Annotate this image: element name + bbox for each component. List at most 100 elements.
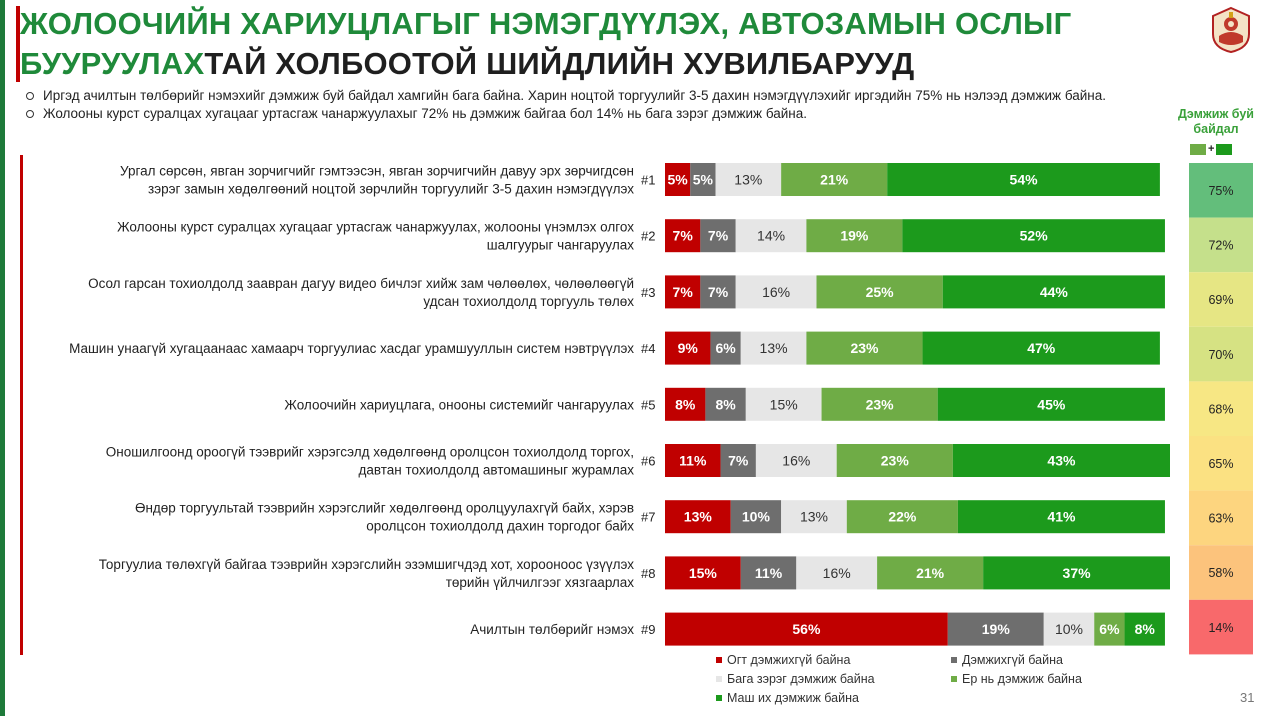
bar-segment <box>705 387 746 421</box>
bar-segment <box>700 275 736 309</box>
row-id-label: #5 <box>641 397 655 412</box>
data-label: 14% <box>757 228 785 244</box>
data-label: 21% <box>916 565 945 581</box>
legend-item: Бага зэрэг дэмжиж байна <box>716 672 875 686</box>
data-label: 7% <box>728 453 749 469</box>
bar-segment <box>781 500 847 534</box>
data-label: 15% <box>770 396 798 412</box>
bar-segment <box>983 556 1170 590</box>
data-label: 8% <box>1135 621 1156 637</box>
data-label: 6% <box>1099 621 1120 637</box>
support-level-value: 69% <box>1208 293 1233 307</box>
summary-bullet-1: Иргэд ачилтын төлбөрийг нэмэхийг дэмжиж … <box>26 87 1106 105</box>
data-label: 21% <box>820 172 849 188</box>
data-label: 25% <box>866 284 895 300</box>
data-label: 45% <box>1037 396 1066 412</box>
bar-segment <box>755 444 837 477</box>
legend-label: Маш их дэмжиж байна <box>727 691 859 705</box>
title-line-2-green: БУУРУУЛАХ <box>20 46 205 81</box>
bar-segment <box>821 387 938 421</box>
bar-segment <box>735 275 817 309</box>
support-level-cell <box>1189 599 1253 655</box>
legend-label: Бага зэрэг дэмжиж байна <box>727 672 875 686</box>
data-label: 23% <box>850 340 879 356</box>
category-label: Ургал сөрсөн, явган зорчигчийг гэмтээсэн… <box>120 164 634 197</box>
page-number: 31 <box>1240 690 1255 705</box>
row-id-label: #9 <box>641 622 655 637</box>
title-accent-rule <box>16 6 20 82</box>
data-label: 23% <box>881 453 910 469</box>
category-label: Жолоочийн хариуцлага, онооны системийг ч… <box>284 397 634 412</box>
support-level-cell <box>1189 436 1253 491</box>
support-level-header: Дэмжиж буй байдал <box>1178 107 1254 136</box>
strongly-supportive-swatch-icon <box>1216 143 1233 155</box>
legend-swatch-icon <box>951 657 957 663</box>
bar-segment <box>715 163 782 196</box>
bullet-circle-icon <box>26 92 34 100</box>
data-label: 54% <box>1010 172 1039 188</box>
bar-segment <box>665 163 691 196</box>
bar-segment <box>665 387 706 421</box>
bar-segment <box>1094 612 1125 646</box>
data-label: 22% <box>888 509 917 525</box>
legend-item: Маш их дэмжиж байна <box>716 691 859 705</box>
support-level-cell <box>1189 217 1253 273</box>
legend-swatch-icon <box>716 676 722 682</box>
bar-segment <box>836 444 953 477</box>
title-line-1: ЖОЛООЧИЙН ХАРИУЦЛАГЫГ НЭМЭГДҮҮЛЭХ, АВТОЗ… <box>20 6 1072 41</box>
data-label: 7% <box>708 228 729 244</box>
page-title: ЖОЛООЧИЙН ХАРИУЦЛАГЫГ НЭМЭГДҮҮЛЭХ, АВТОЗ… <box>20 4 1170 84</box>
bar-segment <box>740 331 807 365</box>
bar-segment <box>806 331 923 365</box>
legend-label: Дэмжихгүй байна <box>962 653 1063 667</box>
bar-segment <box>665 219 701 253</box>
bar-segment <box>665 612 948 646</box>
legend-swatch-icon <box>716 695 722 701</box>
bar-segment <box>781 163 888 196</box>
row-id-label: #6 <box>641 454 655 469</box>
title-line-2-dark: ТАЙ ХОЛБООТОЙ ШИЙДЛИЙН ХУВИЛБАРУУД <box>204 46 915 81</box>
bar-segment <box>665 331 711 365</box>
bar-segment <box>922 331 1160 365</box>
bullet-circle-icon <box>26 110 34 118</box>
data-label: 37% <box>1063 565 1092 581</box>
row-id-label: #8 <box>641 566 655 581</box>
bar-segment <box>937 387 1165 421</box>
data-label: 13% <box>734 172 762 188</box>
data-label: 13% <box>760 340 788 356</box>
bar-segment <box>720 444 756 477</box>
category-label: Жолооны курст суралцах хугацааг уртасгаж… <box>117 220 634 253</box>
bar-segment <box>952 444 1170 477</box>
plus-sign: + <box>1208 143 1215 155</box>
bar-segment <box>887 163 1160 196</box>
bar-segment <box>700 219 736 253</box>
support-level-value: 63% <box>1208 512 1233 526</box>
data-label: 19% <box>982 621 1011 637</box>
row-id-label: #7 <box>641 510 655 525</box>
bar-segment <box>806 219 903 253</box>
support-level-cell <box>1189 163 1253 218</box>
data-label: 56% <box>792 621 821 637</box>
legend-swatch-icon <box>951 676 957 682</box>
support-level-value: 65% <box>1208 457 1233 471</box>
data-label: 9% <box>678 340 699 356</box>
summary-bullets: Иргэд ачилтын төлбөрийг нэмэхийг дэмжиж … <box>26 87 1106 123</box>
emblem-logo-icon <box>1212 6 1250 54</box>
data-label: 15% <box>689 565 718 581</box>
data-label: 16% <box>762 284 790 300</box>
data-label: 6% <box>715 340 736 356</box>
bar-segment <box>665 556 741 590</box>
bar-segment <box>740 556 797 590</box>
bar-segment <box>816 275 943 309</box>
data-label: 52% <box>1020 228 1049 244</box>
bar-segment <box>730 500 782 534</box>
legend-label: Ер нь дэмжиж байна <box>962 672 1082 686</box>
data-label: 7% <box>673 228 694 244</box>
row-id-label: #4 <box>641 341 655 356</box>
data-label: 11% <box>755 565 783 581</box>
bar-segment <box>665 500 731 534</box>
bar-segment <box>947 612 1044 646</box>
support-level-cell <box>1189 326 1253 382</box>
data-label: 7% <box>708 284 729 300</box>
data-label: 7% <box>673 284 694 300</box>
